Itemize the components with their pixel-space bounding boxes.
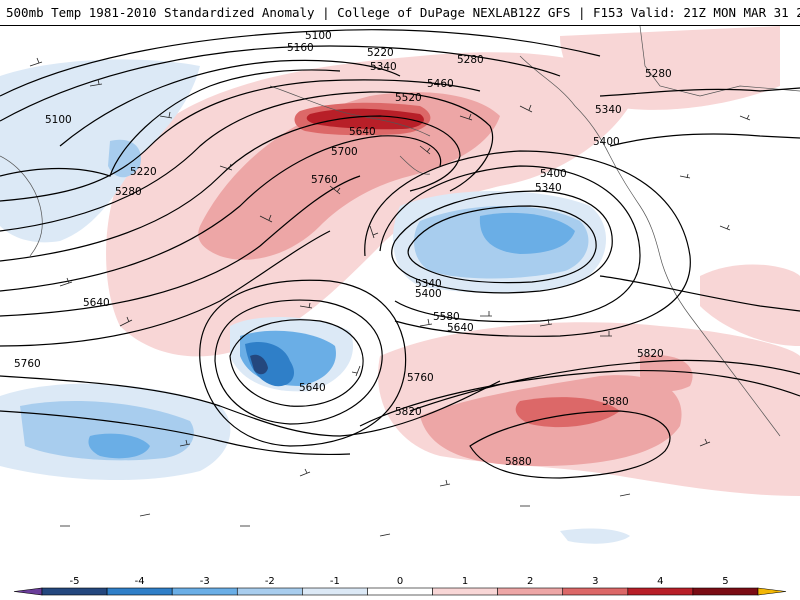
colorbar-tick-label: 4 (657, 576, 663, 587)
contour-label: 5340 (370, 61, 397, 73)
height-contours (0, 29, 800, 479)
weather-map: 5100 5160 5220 5340 5280 5460 5520 5640 … (0, 26, 800, 544)
anomaly-shading (0, 26, 800, 544)
colorbar-tick-label: 5 (722, 576, 728, 587)
anomaly-colorbar: -5 -4 -3 -2 -1 0 1 2 3 4 5 (0, 572, 800, 600)
contour-label: 5820 (637, 348, 664, 360)
cold-anomaly-cutoff-max (250, 354, 268, 375)
contour-label: 5640 (349, 126, 376, 138)
contour-label: 5460 (427, 78, 454, 90)
contour-label: 5880 (602, 396, 629, 408)
colorbar-tick-label: -1 (330, 576, 340, 587)
colorbar-tick-label: 0 (397, 576, 403, 587)
warm-anomaly-east (700, 264, 800, 346)
cold-anomaly-northwest (0, 59, 200, 243)
colorbar-swatch (432, 587, 498, 596)
cold-anomaly-northwest-inner (108, 139, 141, 178)
contour-label: 5340 (595, 104, 622, 116)
contour-label: 5340 (535, 182, 562, 194)
contour-label: 5580 (433, 311, 460, 323)
map-header: 500mb Temp 1981-2010 Standardized Anomal… (0, 0, 800, 26)
colorbar-swatch (13, 587, 43, 596)
contour-label: 5400 (593, 136, 620, 148)
contour-label: 5760 (311, 174, 338, 186)
contour-label: 5520 (395, 92, 422, 104)
contour-label: 5640 (447, 322, 474, 334)
colorbar-tick-label: -3 (200, 576, 210, 587)
colorbar-swatch (692, 587, 759, 596)
colorbar-swatch (106, 587, 173, 596)
contour-label: 5280 (115, 186, 142, 198)
colorbar-tick-label: 2 (527, 576, 533, 587)
colorbar-swatch (757, 587, 787, 596)
colorbar-swatch (171, 587, 238, 596)
contour-label: 5220 (130, 166, 157, 178)
colorbar-swatch (367, 587, 433, 596)
warm-anomaly-east-mid (640, 355, 693, 392)
colorbar-swatches (13, 587, 787, 596)
contour-label: 5880 (505, 456, 532, 468)
colorbar-tick-label: 3 (592, 576, 598, 587)
colorbar-swatch (302, 587, 368, 596)
model-valid-time: 12Z GFS | F153 Valid: 21Z MON MAR 31 202… (517, 5, 800, 20)
cold-anomaly-cutoff-core (245, 341, 295, 387)
contour-label: 5760 (14, 358, 41, 370)
contour-label: 5760 (407, 372, 434, 384)
colorbar-swatch (562, 587, 629, 596)
cold-anomaly-south (560, 528, 630, 544)
colorbar-swatch (627, 587, 694, 596)
colorbar-tick-label: -2 (265, 576, 275, 587)
cold-anomaly-southwest-core (88, 433, 150, 459)
contour-labels: 5100 5160 5220 5340 5280 5460 5520 5640 … (14, 30, 672, 468)
colorbar-swatch (497, 587, 564, 596)
contour-label: 5640 (83, 297, 110, 309)
contour-label: 5100 (305, 30, 332, 42)
contour-label: 5400 (415, 288, 442, 300)
contour-label: 5640 (299, 382, 326, 394)
contour-label: 5160 (287, 42, 314, 54)
contour-label: 5280 (645, 68, 672, 80)
contour-label: 5820 (395, 406, 422, 418)
colorbar-swatch (236, 587, 303, 596)
contour-label: 5280 (457, 54, 484, 66)
contour-label: 5100 (45, 114, 72, 126)
colorbar-swatch (41, 587, 108, 596)
warm-anomaly-broad (106, 52, 641, 357)
warm-anomaly-ridge (198, 92, 500, 260)
colorbar-tick-label: -4 (135, 576, 145, 587)
contour-label: 5700 (331, 146, 358, 158)
contour-label: 5400 (540, 168, 567, 180)
colorbar-tick-label: -5 (70, 576, 80, 587)
colorbar-tick-labels: -5 -4 -3 -2 -1 0 1 2 3 4 5 (70, 576, 729, 587)
warm-anomaly-max (306, 108, 424, 130)
colorbar-tick-label: 1 (462, 576, 468, 587)
contour-label: 5220 (367, 47, 394, 59)
contour-label: 5340 (415, 278, 442, 290)
wind-barbs (29, 57, 751, 537)
cold-anomaly-low-core (479, 212, 575, 254)
map-title: 500mb Temp 1981-2010 Standardized Anomal… (6, 5, 518, 20)
